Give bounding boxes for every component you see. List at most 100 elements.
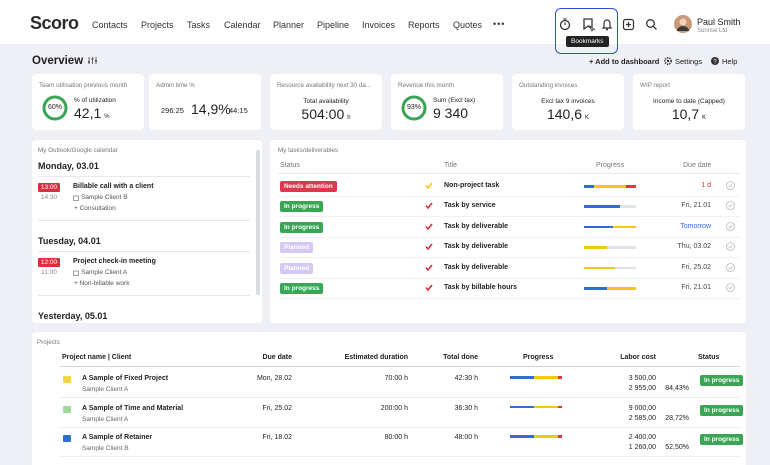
complete-icon[interactable] xyxy=(726,181,735,190)
check-icon xyxy=(425,223,433,230)
avatar[interactable] xyxy=(674,15,692,33)
progress-segment xyxy=(607,246,636,249)
progress-segment xyxy=(510,435,534,438)
column-header: Labor cost xyxy=(620,354,656,361)
progress-segment xyxy=(558,405,562,408)
avatar-part xyxy=(677,26,689,31)
column-header: Estimated duration xyxy=(344,354,408,361)
kpi-card[interactable]: Resource availability next 30 da... Total… xyxy=(270,74,382,130)
nav-item[interactable]: Reports xyxy=(408,20,440,30)
task-title[interactable]: Task by billable hours xyxy=(444,284,518,291)
column-header: Title xyxy=(444,162,457,169)
project-due: Fri, 25.02 xyxy=(262,404,292,412)
settings-icon[interactable] xyxy=(663,56,673,66)
separator xyxy=(38,220,250,221)
complete-icon[interactable] xyxy=(726,283,735,292)
check-icon-part xyxy=(425,223,433,230)
event-title[interactable]: Billable call with a client xyxy=(73,183,154,190)
separator xyxy=(278,257,740,259)
bookmark-icon-part xyxy=(589,24,596,32)
labor-cost-done: 2 585,00 xyxy=(628,414,656,422)
nav-item[interactable]: Calendar xyxy=(224,20,261,30)
complete-icon-part xyxy=(728,184,733,188)
nav-item[interactable]: Tasks xyxy=(187,20,211,30)
client-icon xyxy=(73,270,79,276)
add-dashboard[interactable]: + Add to dashboard xyxy=(589,57,660,66)
kpi-value: 14,9% xyxy=(191,101,231,117)
progress-segment xyxy=(558,435,562,438)
add-icon[interactable] xyxy=(622,18,635,31)
kpi-value: 140,6 xyxy=(546,106,583,122)
kpi-left: 296:25 xyxy=(161,106,184,115)
status-badge: In progress xyxy=(700,404,744,416)
kpi-card[interactable]: Team utilisation previous month 60% % of u… xyxy=(32,74,144,130)
help[interactable]: Help xyxy=(722,57,738,66)
event-type: + Non-billable work xyxy=(74,280,130,287)
progress-segment xyxy=(510,376,534,379)
due-date: Thu, 03.02 xyxy=(677,243,711,251)
task-title[interactable]: Task by deliverable xyxy=(444,222,509,230)
project-name[interactable]: A Sample of Time and Material xyxy=(82,404,184,412)
complete-icon[interactable] xyxy=(726,201,735,211)
column-header: Total done xyxy=(443,354,478,361)
bell-icon[interactable] xyxy=(601,18,613,31)
complete-icon[interactable] xyxy=(726,242,735,252)
user-name[interactable]: Paul Smith xyxy=(697,17,741,27)
day-heading: Tuesday, 04.01 xyxy=(38,236,101,246)
event-type: + Consultation xyxy=(74,205,116,212)
nav-item[interactable]: Invoices xyxy=(362,20,396,30)
project-due: Fri, 18.02 xyxy=(262,434,292,441)
separator xyxy=(60,456,740,457)
complete-icon[interactable] xyxy=(726,221,735,231)
kpi-value-row: 140,6 K xyxy=(512,106,624,124)
nav-item[interactable]: Projects xyxy=(141,20,174,30)
kpi-value: 504:00 xyxy=(301,106,345,122)
timer-icon[interactable] xyxy=(559,18,571,31)
complete-icon[interactable] xyxy=(726,262,735,272)
nav-more[interactable]: ••• xyxy=(493,19,506,29)
project-icon xyxy=(63,405,71,413)
logo[interactable]: Scoro xyxy=(30,13,79,33)
page-title: Overview xyxy=(32,55,84,67)
search-icon-part xyxy=(646,19,655,28)
project-client: Sample Client A xyxy=(82,415,129,423)
task-title[interactable]: Task by deliverable xyxy=(444,243,509,251)
nav-item[interactable]: Contacts xyxy=(92,20,128,30)
event-client: Sample Client A xyxy=(81,269,128,276)
nav-item[interactable]: Pipeline xyxy=(317,20,350,30)
kpi-card[interactable]: WIP report Income to date (Capped) 10,7 K xyxy=(633,74,745,130)
bookmark-icon[interactable] xyxy=(583,18,596,32)
complete-icon-part xyxy=(728,204,733,208)
progress-segment xyxy=(612,225,636,229)
kpi-card[interactable]: Revenue this month 93% Sum (Excl tax) 9 340 xyxy=(391,74,503,130)
nav-item[interactable]: Quotes xyxy=(453,20,483,30)
check-icon xyxy=(425,182,433,190)
kpi-title: Team utilisation previous month xyxy=(39,82,128,89)
complete-icon-part xyxy=(726,262,735,272)
kpi-unit: % xyxy=(104,114,110,120)
filter-icon[interactable] xyxy=(88,56,97,65)
kpi-value-row: 10,7 K xyxy=(633,106,745,124)
settings[interactable]: Settings xyxy=(675,57,703,66)
kpi-card[interactable]: Outstanding invoices Excl tax 9 invoices 1… xyxy=(512,74,624,130)
project-name[interactable]: A Sample of Fixed Project xyxy=(82,375,169,382)
gauge-label: 60% xyxy=(47,104,62,111)
separator xyxy=(278,236,740,238)
column-header: Status xyxy=(280,162,300,169)
help-icon[interactable]: ? xyxy=(711,57,719,65)
check-icon xyxy=(425,243,433,251)
check-icon xyxy=(425,202,433,210)
task-title[interactable]: Task by service xyxy=(444,202,496,210)
event-title[interactable]: Project check-in meeting xyxy=(73,258,156,265)
separator xyxy=(278,216,740,218)
add-icon-part xyxy=(622,18,635,31)
nav-item[interactable]: Planner xyxy=(273,20,305,30)
kpi-card[interactable]: Admin time % 296:25 14,9% 44:15 xyxy=(149,74,261,130)
search-icon[interactable] xyxy=(646,19,657,30)
task-title[interactable]: Non-project task xyxy=(444,182,500,189)
task-title[interactable]: Task by deliverable xyxy=(444,263,509,271)
progress-segment xyxy=(584,287,608,290)
project-name[interactable]: A Sample of Retainer xyxy=(82,434,153,441)
kpi-value: 42,1 xyxy=(74,105,102,121)
event-start: 12:00 xyxy=(38,258,60,267)
